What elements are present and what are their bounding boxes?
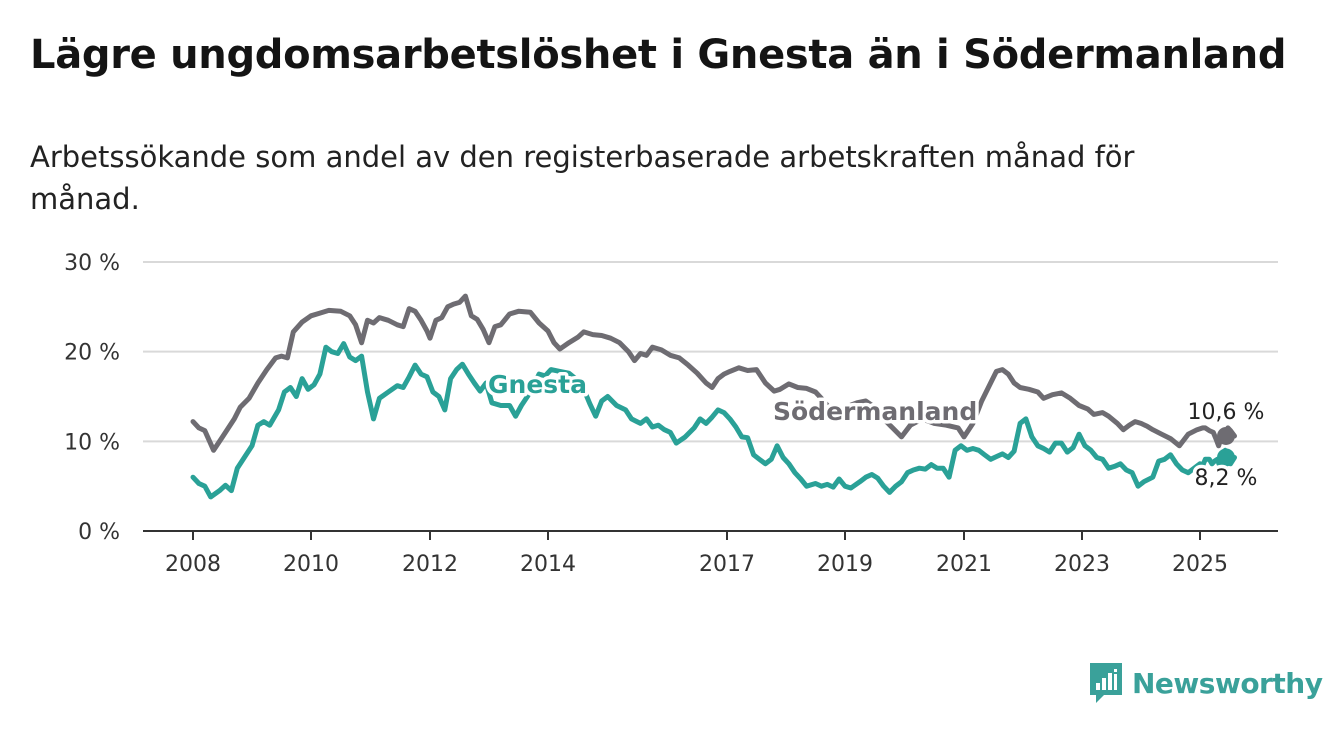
- series-line-södermanland: [190, 293, 1237, 453]
- chart-subtitle: Arbetssökande som andel av den registerb…: [30, 140, 1135, 216]
- y-tick-label: 20 %: [64, 341, 120, 366]
- series-label-sodermanland: Södermanland: [773, 397, 977, 426]
- x-tick-label: 2010: [283, 552, 339, 577]
- series-label-sodermanland-halo: Södermanland: [773, 397, 977, 426]
- y-tick-label: 0 %: [78, 520, 120, 545]
- end-value-gnesta: 8,2 %: [1195, 466, 1258, 491]
- newsworthy-logo-icon: [1090, 663, 1122, 703]
- end-point-södermanland: [1217, 426, 1235, 445]
- series-label-gnesta-halo: Gnesta: [488, 370, 587, 399]
- x-tick-label: 2014: [520, 552, 576, 577]
- x-tick-label: 2023: [1054, 552, 1110, 577]
- y-tick-label: 10 %: [64, 430, 120, 455]
- x-tick-label: 2019: [817, 552, 873, 577]
- end-value-sodermanland: 10,6 %: [1188, 400, 1265, 425]
- end-value-sodermanland-halo: 10,6 %: [1188, 400, 1265, 425]
- chart-title: Lägre ungdomsarbetslöshet i Gnesta än i …: [30, 32, 1287, 78]
- x-tick-label: 2008: [165, 552, 221, 577]
- x-tick-label: 2017: [699, 552, 755, 577]
- series-lines: [190, 293, 1237, 500]
- x-tick-label: 2025: [1172, 552, 1228, 577]
- x-tick-label: 2012: [402, 552, 458, 577]
- x-axis: 2008 2010 2012 2014 2017 2019 2021 2023 2025: [143, 530, 1278, 577]
- series-label-gnesta: Gnesta: [488, 370, 587, 399]
- brand-logo[interactable]: Newsworthy: [1088, 660, 1323, 706]
- y-axis: 0 % 10 % 20 % 30 %: [64, 251, 120, 545]
- end-value-gnesta-halo: 8,2 %: [1195, 466, 1258, 491]
- series-line-gnesta: [190, 341, 1237, 500]
- brand-name: Newsworthy: [1132, 666, 1323, 700]
- end-point-gnesta: [1217, 448, 1235, 467]
- y-tick-label: 30 %: [64, 251, 120, 276]
- x-tick-label: 2021: [936, 552, 992, 577]
